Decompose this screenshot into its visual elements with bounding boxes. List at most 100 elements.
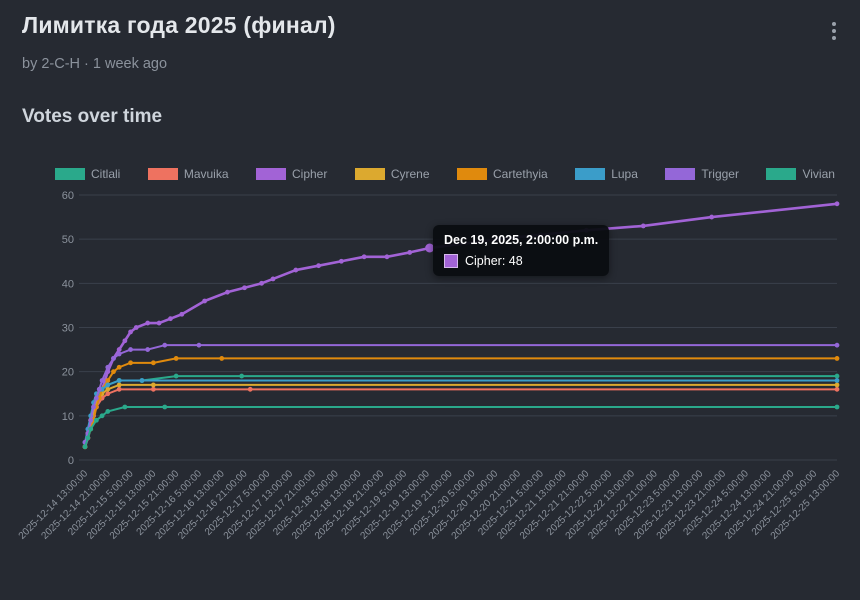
data-point[interactable]: [116, 351, 122, 357]
data-point[interactable]: [173, 373, 179, 379]
byline: by 2-C-H · 1 week ago: [22, 56, 168, 72]
legend-label: Citlali: [91, 167, 121, 181]
data-point[interactable]: [133, 325, 139, 330]
data-point[interactable]: [168, 316, 173, 322]
data-point[interactable]: [150, 386, 156, 392]
data-point[interactable]: [105, 382, 111, 388]
legend-label: Cartethyia: [493, 167, 548, 181]
data-point[interactable]: [145, 320, 151, 326]
data-point[interactable]: [88, 426, 94, 432]
data-point[interactable]: [122, 404, 128, 410]
data-point[interactable]: [270, 276, 276, 282]
data-point[interactable]: [338, 258, 344, 264]
data-point[interactable]: [116, 382, 122, 388]
tooltip-row: Cipher: 48: [444, 254, 598, 268]
data-point[interactable]: [105, 378, 111, 383]
legend-item-citlali[interactable]: Citlali: [55, 167, 120, 181]
data-point[interactable]: [242, 285, 247, 291]
data-point[interactable]: [116, 347, 122, 352]
data-point[interactable]: [116, 364, 122, 370]
y-tick-label: 0: [68, 455, 74, 467]
data-point[interactable]: [128, 360, 133, 366]
data-point[interactable]: [116, 378, 122, 383]
legend-label: Lupa: [611, 167, 638, 181]
data-point[interactable]: [111, 369, 116, 375]
data-point[interactable]: [105, 409, 111, 414]
page-title: Лимитка года 2025 (финал): [22, 12, 336, 38]
data-point[interactable]: [834, 378, 840, 383]
data-point[interactable]: [96, 386, 102, 392]
votes-chart-container: Citlali Mavuika Cipher Cyrene Cartethyia Lupa…: [17, 163, 845, 600]
data-point[interactable]: [162, 404, 168, 410]
legend-item-cyrene[interactable]: Cyrene: [354, 167, 430, 181]
data-point[interactable]: [105, 364, 111, 370]
data-point[interactable]: [179, 311, 185, 317]
y-tick-label: 40: [62, 278, 74, 290]
data-point[interactable]: [128, 347, 133, 352]
data-point[interactable]: [407, 250, 413, 255]
y-tick-label: 20: [62, 367, 74, 379]
data-point[interactable]: [93, 395, 99, 401]
data-point[interactable]: [99, 413, 105, 419]
data-point[interactable]: [162, 342, 168, 348]
data-point[interactable]: [105, 386, 111, 392]
legend-item-lupa[interactable]: Lupa: [575, 167, 638, 181]
series-line-citlali: [84, 375, 837, 443]
data-point[interactable]: [640, 223, 646, 229]
data-point[interactable]: [150, 360, 156, 366]
data-point[interactable]: [259, 280, 265, 286]
legend-swatch: [256, 168, 286, 180]
tooltip-series-swatch: [444, 254, 458, 268]
data-point[interactable]: [105, 391, 111, 397]
data-point[interactable]: [316, 263, 321, 269]
kebab-menu-button[interactable]: [820, 14, 848, 48]
legend-item-mavuika[interactable]: Mavuika: [147, 167, 229, 181]
data-point[interactable]: [156, 320, 162, 326]
data-point[interactable]: [202, 298, 208, 304]
data-point[interactable]: [150, 382, 156, 388]
legend-swatch: [147, 168, 178, 180]
data-point[interactable]: [239, 373, 245, 379]
kebab-menu-icon: [832, 22, 836, 40]
data-point[interactable]: [122, 338, 128, 344]
data-point[interactable]: [91, 404, 96, 410]
legend-swatch: [665, 168, 696, 180]
legend-item-cipher[interactable]: Cipher: [256, 167, 327, 181]
series-line-vivian: [84, 406, 837, 448]
data-point[interactable]: [85, 435, 91, 441]
legend-label: Mavuika: [183, 167, 229, 181]
data-point[interactable]: [128, 329, 133, 335]
data-point[interactable]: [111, 356, 116, 361]
data-point[interactable]: [834, 382, 840, 388]
data-point[interactable]: [196, 342, 202, 348]
data-point[interactable]: [834, 386, 840, 392]
data-point[interactable]: [99, 378, 105, 383]
data-point[interactable]: [145, 347, 151, 352]
y-tick-label: 50: [62, 234, 74, 246]
data-point[interactable]: [139, 378, 145, 383]
data-point[interactable]: [116, 386, 122, 392]
data-point[interactable]: [384, 254, 390, 260]
legend-swatch: [354, 168, 385, 180]
data-point[interactable]: [247, 386, 253, 392]
data-point[interactable]: [834, 342, 840, 348]
legend-item-cartethyia[interactable]: Cartethyia: [457, 167, 548, 181]
legend-item-vivian[interactable]: Vivian: [766, 167, 835, 181]
data-point[interactable]: [219, 356, 225, 361]
data-point[interactable]: [293, 267, 299, 273]
data-point[interactable]: [93, 417, 99, 423]
data-point[interactable]: [834, 201, 840, 207]
series-line-mavuika: [84, 388, 837, 448]
data-point[interactable]: [88, 417, 94, 423]
data-point[interactable]: [361, 254, 367, 260]
data-point[interactable]: [173, 356, 179, 361]
data-point[interactable]: [834, 356, 840, 361]
legend-label: Vivian: [802, 167, 835, 181]
legend-item-trigger[interactable]: Trigger: [665, 167, 739, 181]
data-point[interactable]: [82, 444, 88, 450]
hovered-data-point[interactable]: [425, 243, 435, 253]
data-point[interactable]: [225, 289, 230, 295]
data-point[interactable]: [834, 373, 840, 379]
data-point[interactable]: [709, 214, 715, 220]
data-point[interactable]: [834, 404, 840, 410]
